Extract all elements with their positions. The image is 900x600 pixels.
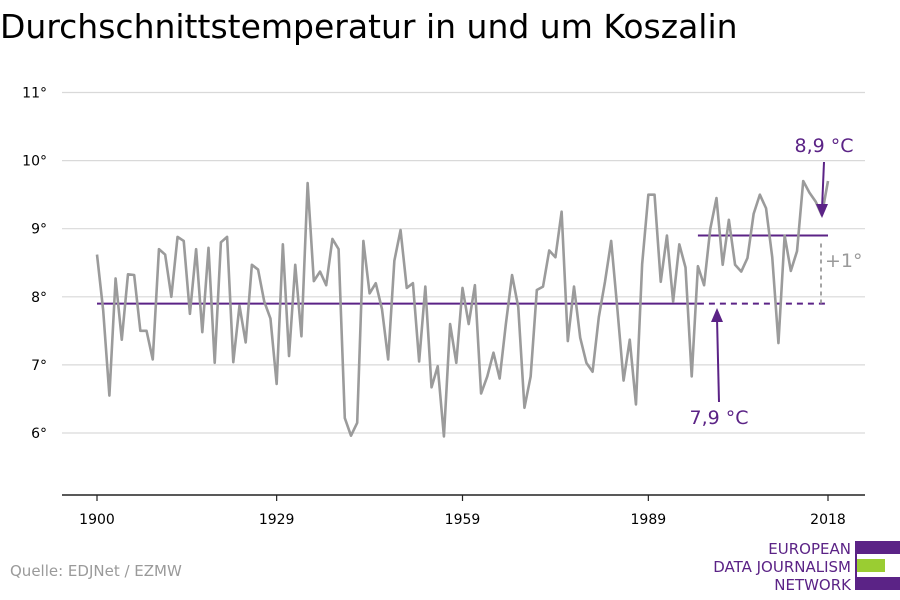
recent-average-label: 8,9 °C [794, 135, 853, 157]
y-tick-label: 11° [22, 86, 47, 102]
edjnet-logo: EUROPEAN DATA JOURNALISM NETWORK [713, 540, 900, 594]
y-tick-label: 7° [31, 358, 47, 374]
logo-bar-green [857, 559, 885, 572]
baseline-arrow-shaft [716, 317, 720, 403]
baseline-average-label: 7,9 °C [689, 407, 748, 429]
y-tick-label: 10° [22, 154, 47, 170]
chart-title: Durchschnittstemperatur in und um Koszal… [0, 7, 738, 46]
temperature-series-line [95, 179, 830, 438]
x-tick-label: 1900 [79, 512, 115, 528]
y-tick-label: 8° [31, 290, 47, 306]
y-axis-ticks: 6° 7° 8° 9° 10° 11° [22, 86, 47, 443]
difference-label: +1° [825, 250, 863, 272]
logo-line-1: EUROPEAN [768, 540, 851, 558]
annotations: +1° 8,9 °C 7,9 °C [689, 135, 862, 429]
x-tick-label: 1959 [445, 512, 481, 528]
logo-bar-spine [855, 541, 857, 590]
x-tick-label: 1929 [259, 512, 295, 528]
recent-average-arrow-shaft [821, 161, 825, 210]
logo-bar-purple-bottom [857, 577, 900, 590]
recent-average-arrow-head [816, 204, 828, 218]
baseline-arrow-head [711, 308, 723, 322]
logo-line-2: DATA JOURNALISM [713, 558, 851, 576]
logo-line-3: NETWORK [774, 576, 852, 594]
x-axis-ticks: 1900 1929 1959 1989 2018 [79, 495, 846, 528]
series-layer [95, 179, 830, 438]
logo-bar-purple-top [857, 541, 900, 554]
x-tick-label: 2018 [810, 512, 846, 528]
y-tick-label: 6° [31, 426, 47, 442]
y-tick-label: 9° [31, 222, 47, 238]
source-note: Quelle: EDJNet / EZMW [10, 562, 182, 580]
x-tick-label: 1989 [631, 512, 667, 528]
